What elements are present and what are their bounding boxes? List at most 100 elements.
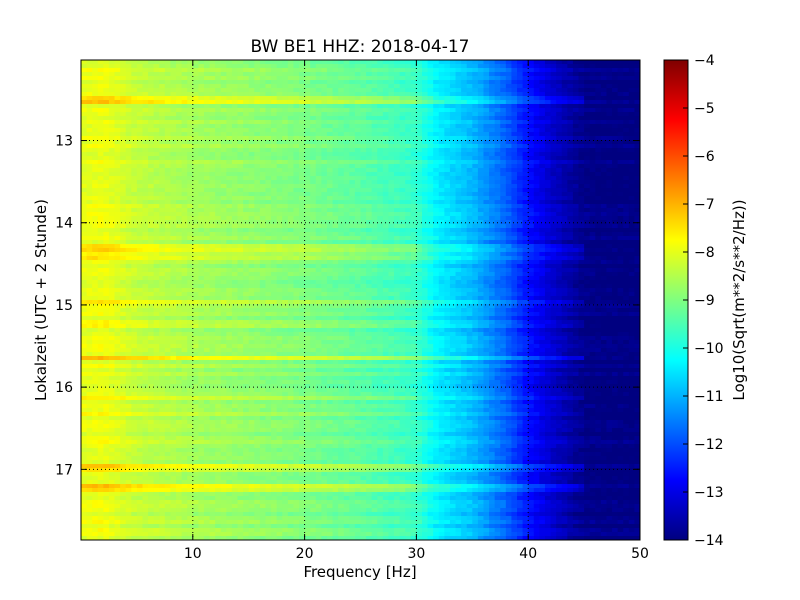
heatmap-cell	[394, 168, 401, 173]
heatmap-cell	[299, 72, 306, 77]
heatmap-cell	[97, 80, 104, 85]
heatmap-cell	[287, 104, 295, 109]
heatmap-cell	[360, 232, 367, 237]
heatmap-cell	[142, 88, 149, 93]
heatmap-cell	[97, 244, 104, 249]
heatmap-cell	[595, 176, 602, 181]
heatmap-cell	[517, 256, 524, 261]
heatmap-cell	[243, 236, 250, 241]
heatmap-cell	[293, 176, 300, 181]
heatmap-cell	[276, 104, 283, 109]
heatmap-cell	[114, 68, 121, 73]
heatmap-cell	[511, 88, 518, 93]
heatmap-cell	[444, 92, 451, 97]
heatmap-cell	[159, 60, 166, 65]
heatmap-cell	[226, 140, 233, 145]
heatmap-cell	[533, 236, 540, 241]
heatmap-cell	[265, 60, 272, 65]
heatmap-cell	[349, 188, 356, 193]
heatmap-cell	[388, 180, 395, 185]
heatmap-cell	[483, 108, 490, 113]
heatmap-cell	[416, 208, 423, 213]
heatmap-cell	[528, 192, 535, 197]
heatmap-cell	[505, 96, 513, 101]
heatmap-cell	[612, 200, 619, 205]
heatmap-cell	[421, 228, 429, 233]
heatmap-cell	[354, 64, 362, 69]
heatmap-cell	[265, 112, 272, 117]
heatmap-cell	[159, 168, 166, 173]
heatmap-cell	[159, 152, 166, 157]
heatmap-cell	[332, 208, 339, 213]
heatmap-cell	[159, 200, 166, 205]
heatmap-cell	[438, 180, 445, 185]
heatmap-cell	[461, 208, 468, 213]
heatmap-cell	[153, 152, 160, 157]
heatmap-cell	[366, 204, 373, 209]
heatmap-cell	[271, 156, 278, 161]
heatmap-cell	[394, 160, 401, 165]
heatmap-cell	[338, 104, 345, 109]
heatmap-cell	[86, 216, 93, 221]
heatmap-cell	[220, 236, 227, 241]
heatmap-cell	[489, 212, 496, 217]
heatmap-cell	[343, 188, 350, 193]
heatmap-cell	[433, 80, 440, 85]
heatmap-cell	[517, 180, 524, 185]
heatmap-cell	[293, 140, 300, 145]
heatmap-cell	[438, 140, 445, 145]
heatmap-cell	[315, 164, 322, 169]
heatmap-cell	[477, 68, 485, 73]
heatmap-cell	[461, 244, 468, 249]
heatmap-cell	[517, 72, 524, 77]
heatmap-cell	[148, 100, 155, 105]
heatmap-cell	[595, 212, 602, 217]
heatmap-cell	[321, 224, 328, 229]
heatmap-cell	[416, 112, 423, 117]
heatmap-cell	[561, 152, 568, 157]
heatmap-cell	[321, 208, 328, 213]
heatmap-cell	[299, 204, 306, 209]
heatmap-cell	[326, 144, 334, 149]
heatmap-cell	[500, 92, 507, 97]
heatmap-cell	[572, 156, 580, 161]
heatmap-cell	[243, 92, 250, 97]
heatmap-cell	[349, 172, 356, 177]
heatmap-cell	[556, 96, 563, 101]
heatmap-cell	[243, 212, 250, 217]
heatmap-cell	[438, 68, 445, 73]
heatmap-cell	[405, 252, 412, 257]
heatmap-cell	[528, 112, 535, 117]
heatmap-cell	[153, 68, 160, 73]
heatmap-cell	[148, 152, 155, 157]
heatmap-cell	[466, 76, 473, 81]
heatmap-cell	[556, 216, 563, 221]
heatmap-cell	[120, 228, 127, 233]
heatmap-cell	[589, 100, 596, 105]
heatmap-cell	[254, 248, 261, 253]
heatmap-cell	[567, 248, 574, 253]
heatmap-cell	[276, 60, 283, 65]
heatmap-cell	[125, 248, 132, 253]
heatmap-cell	[103, 232, 110, 237]
heatmap-cell	[500, 152, 507, 157]
heatmap-cell	[276, 156, 283, 161]
heatmap-cell	[505, 164, 513, 169]
heatmap-cell	[354, 192, 362, 197]
heatmap-cell	[198, 120, 205, 125]
heatmap-cell	[282, 120, 289, 125]
heatmap-cell	[254, 68, 261, 73]
heatmap-cell	[528, 100, 535, 105]
heatmap-cell	[164, 244, 172, 249]
heatmap-cell	[449, 156, 457, 161]
heatmap-cell	[321, 136, 328, 141]
heatmap-cell	[489, 76, 496, 81]
heatmap-cell	[120, 128, 127, 133]
heatmap-cell	[617, 140, 624, 145]
heatmap-cell	[623, 156, 630, 161]
heatmap-cell	[164, 116, 172, 121]
heatmap-cell	[114, 172, 121, 177]
heatmap-cell	[612, 92, 619, 97]
heatmap-cell	[299, 176, 306, 181]
heatmap-cell	[136, 124, 144, 129]
